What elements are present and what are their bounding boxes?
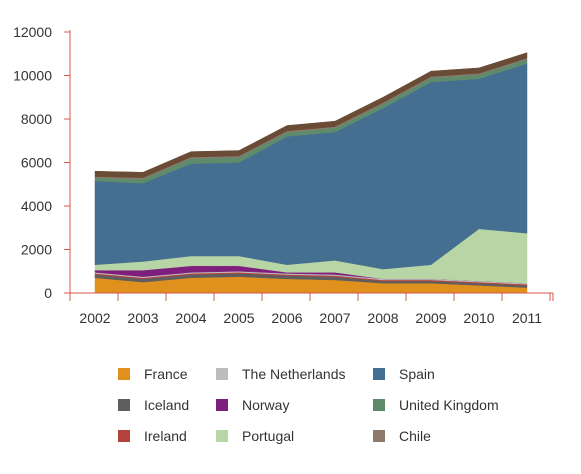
x-tick-label: 2005 [223, 310, 254, 326]
x-tick-label: 2011 [512, 310, 542, 326]
x-tick-label: 2006 [271, 310, 302, 326]
x-tick-label: 2007 [319, 310, 350, 326]
legend-swatch [118, 430, 130, 442]
legend-swatch [118, 399, 130, 411]
x-tick-label: 2003 [127, 310, 158, 326]
y-tick-label: 8000 [21, 111, 52, 127]
x-tick-label: 2008 [367, 310, 398, 326]
area-other [94, 52, 528, 178]
y-tick-label: 10000 [13, 68, 52, 84]
y-tick-label: 4000 [21, 198, 52, 214]
x-tick-label: 2010 [463, 310, 494, 326]
legend-label: Chile [399, 428, 431, 444]
y-tick-label: 0 [44, 285, 52, 301]
legend-item-united-kingdom: United Kingdom [373, 396, 499, 414]
legend-swatch [216, 399, 228, 411]
y-tick-label: 6000 [21, 155, 52, 171]
legend-swatch [216, 368, 228, 380]
legend-label: Portugal [242, 428, 295, 444]
legend-item-spain: Spain [373, 365, 435, 383]
y-tick-label: 2000 [21, 242, 52, 258]
axes-group: 0 2000 4000 6000 8000 10000 12000 2002 2003 2004 2… [13, 24, 554, 326]
legend-swatch [216, 430, 228, 442]
legend-item-france: France [118, 365, 188, 383]
y-tick-label: 12000 [13, 24, 52, 40]
legend-swatch [373, 430, 385, 442]
legend-label: The Netherlands [242, 366, 346, 382]
x-tick-label: 2004 [175, 310, 206, 326]
legend-label: Spain [399, 366, 435, 382]
legend-item-norway: Norway [216, 396, 289, 414]
legend-item-chile: Chile [373, 427, 431, 445]
legend-item-ireland: Ireland [118, 427, 187, 445]
legend-swatch [373, 399, 385, 411]
x-tick-label: 2009 [415, 310, 446, 326]
x-tick-label: 2002 [79, 310, 110, 326]
legend-item-iceland: Iceland [118, 396, 189, 414]
chart-legend: France The Netherlands Spain Iceland Norway U… [118, 365, 558, 455]
legend-label: United Kingdom [399, 397, 499, 413]
legend-item-portugal: Portugal [216, 427, 294, 445]
legend-label: France [144, 366, 188, 382]
legend-swatch [118, 368, 130, 380]
area-series-group [94, 52, 528, 294]
legend-label: Ireland [144, 428, 187, 444]
legend-swatch [373, 368, 385, 380]
legend-item-the-netherlands: The Netherlands [216, 365, 346, 383]
legend-label: Norway [242, 397, 290, 413]
legend-label: Iceland [144, 397, 190, 413]
stacked-area-chart: 0 2000 4000 6000 8000 10000 12000 2002 2003 2004 2… [13, 24, 554, 326]
